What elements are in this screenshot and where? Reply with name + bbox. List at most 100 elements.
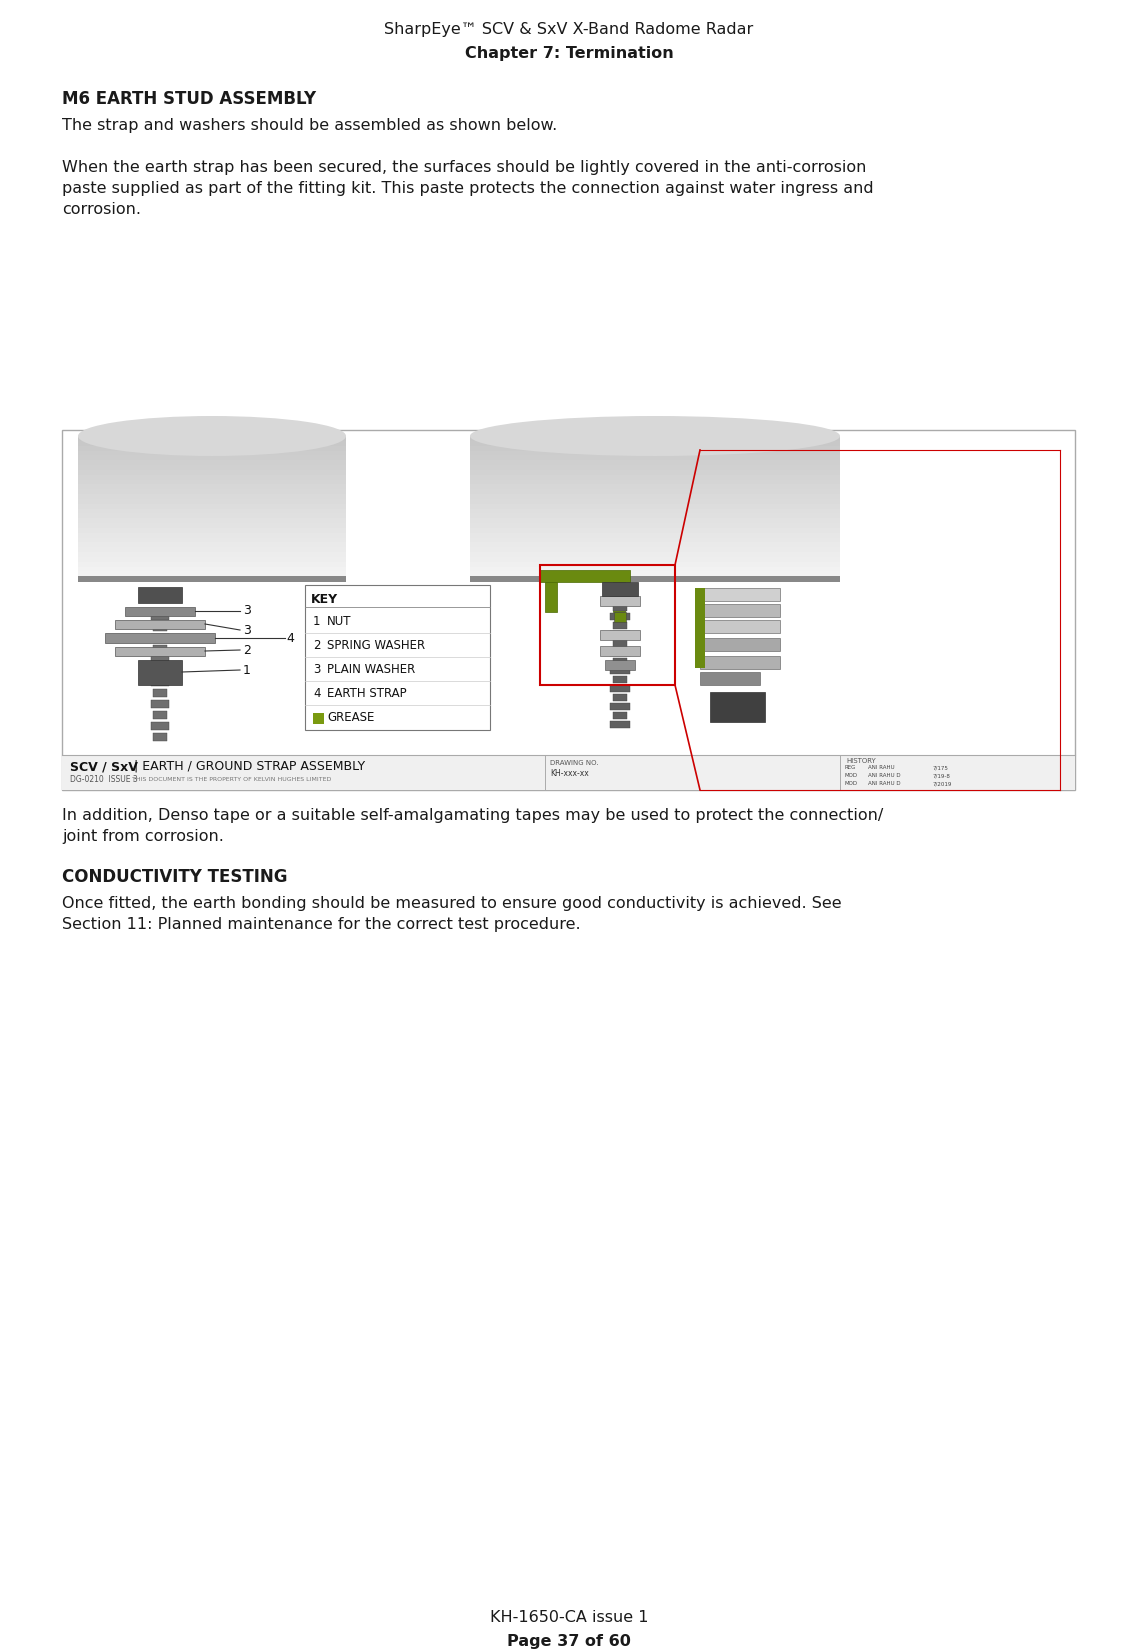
Bar (700, 656, 780, 669)
Bar (470, 499, 840, 504)
Bar (79, 436, 346, 441)
Text: Chapter 7: Termination: Chapter 7: Termination (464, 46, 674, 61)
Bar (470, 464, 840, 471)
Bar (541, 570, 630, 582)
Bar (610, 720, 630, 729)
Bar (79, 479, 346, 486)
Bar (470, 529, 840, 534)
Bar (79, 562, 346, 568)
Bar (470, 572, 840, 577)
Bar (470, 537, 840, 544)
Bar (610, 704, 630, 710)
Ellipse shape (79, 416, 346, 456)
Bar (151, 611, 170, 620)
Bar (695, 588, 706, 667)
Bar (470, 441, 840, 446)
Text: 3: 3 (244, 605, 250, 618)
Bar (613, 623, 627, 629)
Bar (79, 547, 346, 553)
Text: KEY: KEY (311, 593, 338, 606)
Bar (600, 629, 640, 639)
Bar (602, 582, 638, 596)
Bar (470, 524, 840, 529)
Bar (79, 441, 346, 446)
Bar (700, 605, 780, 616)
Bar (470, 519, 840, 524)
Bar (470, 446, 840, 451)
Text: M6 EARTH STUD ASSEMBLY: M6 EARTH STUD ASSEMBLY (61, 89, 316, 107)
Bar (470, 557, 840, 563)
Text: 2: 2 (313, 639, 321, 653)
Bar (613, 676, 627, 682)
Bar (470, 474, 840, 481)
Text: ANI RAHU D: ANI RAHU D (868, 773, 900, 778)
Text: HISTORY: HISTORY (846, 758, 876, 763)
Text: When the earth strap has been secured, the surfaces should be lightly covered in: When the earth strap has been secured, t… (61, 160, 874, 216)
Bar (79, 451, 346, 456)
Text: CONDUCTIVITY TESTING: CONDUCTIVITY TESTING (61, 867, 288, 885)
Bar (470, 479, 840, 486)
Bar (613, 582, 625, 611)
Bar (470, 484, 840, 491)
Bar (151, 634, 170, 643)
Bar (152, 623, 167, 631)
Text: 7/2019: 7/2019 (933, 781, 953, 786)
Text: 4: 4 (313, 687, 321, 700)
Bar (79, 552, 346, 558)
Bar (470, 542, 840, 548)
Bar (115, 620, 205, 629)
Bar (610, 686, 630, 692)
Bar (470, 456, 840, 461)
Bar (615, 611, 626, 623)
Text: NUT: NUT (327, 615, 352, 628)
Bar (613, 605, 627, 611)
Bar (610, 667, 630, 674)
Bar (79, 532, 346, 539)
Bar (613, 712, 627, 719)
Text: 1: 1 (244, 664, 250, 677)
Text: MOD: MOD (846, 781, 858, 786)
Bar (470, 436, 840, 441)
Text: SCV / SxV: SCV / SxV (71, 760, 138, 773)
Bar (79, 464, 346, 471)
Bar (470, 552, 840, 558)
Bar (470, 577, 840, 582)
Bar (152, 710, 167, 719)
Bar (79, 456, 346, 461)
Bar (470, 504, 840, 509)
Bar (470, 577, 840, 582)
Bar (79, 577, 346, 582)
Bar (613, 639, 627, 648)
Bar (79, 577, 346, 582)
Bar (470, 547, 840, 553)
Bar (79, 489, 346, 496)
Bar (79, 474, 346, 481)
Bar (152, 644, 167, 653)
Bar (700, 638, 780, 651)
Bar (152, 733, 167, 742)
Bar (79, 509, 346, 514)
Bar (79, 469, 346, 476)
Bar (470, 489, 840, 496)
Bar (79, 484, 346, 491)
Bar (138, 586, 182, 603)
Text: KH-1650-CA issue 1: KH-1650-CA issue 1 (489, 1611, 649, 1626)
Bar (470, 494, 840, 501)
Bar (470, 469, 840, 476)
Bar (115, 648, 205, 656)
Bar (79, 542, 346, 548)
Bar (125, 606, 195, 616)
Bar (61, 430, 1075, 790)
Bar (79, 557, 346, 563)
Bar (79, 461, 346, 466)
Bar (700, 620, 780, 633)
Bar (151, 656, 170, 664)
Bar (470, 532, 840, 539)
Text: ANI RAHU: ANI RAHU (868, 765, 894, 770)
Bar (79, 572, 346, 577)
Bar (541, 565, 675, 686)
Bar (61, 755, 1075, 790)
Text: 3: 3 (244, 623, 250, 636)
Text: Page 37 of 60: Page 37 of 60 (508, 1634, 630, 1649)
Bar (600, 646, 640, 656)
